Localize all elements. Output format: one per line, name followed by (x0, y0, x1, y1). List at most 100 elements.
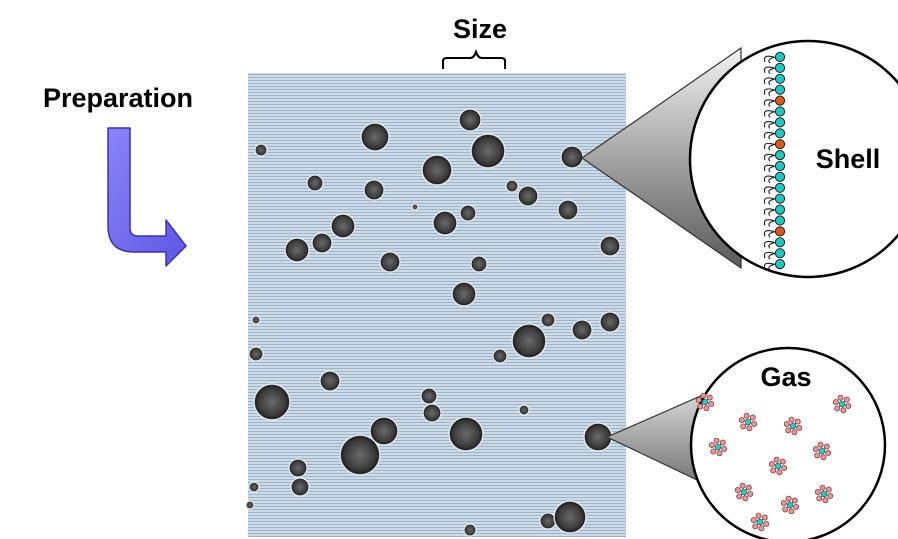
lipid-head (774, 160, 786, 172)
gas-atom-center (756, 518, 764, 526)
lipid-tail (763, 153, 777, 162)
lipid-tail (763, 110, 777, 118)
gas-inset: Gas (689, 346, 887, 539)
lipid-tail (763, 219, 777, 227)
gas-atom (743, 412, 750, 419)
lipid-head (774, 62, 786, 74)
gas-molecule (734, 482, 754, 502)
bubble (448, 416, 484, 452)
bubble (459, 204, 477, 222)
gas-label: Gas (760, 362, 811, 392)
bubble (470, 255, 488, 273)
bubble (553, 500, 587, 534)
lipid-head (774, 215, 786, 226)
gas-atom-center (740, 488, 748, 496)
gas-molecule (814, 484, 834, 504)
gas-molecule (780, 495, 800, 515)
bubble (492, 348, 508, 364)
bubble (540, 312, 556, 328)
bubble (379, 251, 401, 273)
bracket-icon (442, 48, 506, 69)
lipid-tail (763, 186, 777, 195)
gas-atom (734, 487, 741, 494)
bubble (369, 416, 399, 446)
gas-atom (796, 424, 803, 431)
bubble (306, 174, 324, 192)
gas-atom (785, 427, 792, 434)
lipid-tail (763, 66, 777, 75)
bubble (470, 133, 506, 169)
gas-atom (817, 441, 824, 448)
bubble (599, 235, 621, 257)
gas-atom (752, 523, 759, 530)
lipid-head (774, 106, 786, 117)
lipid-head (774, 237, 786, 248)
bubble (363, 179, 385, 201)
gas-atom (837, 394, 844, 401)
bubble (458, 108, 482, 132)
preparation-label: Preparation (43, 83, 193, 113)
bubble (518, 404, 530, 416)
lipid-tail (763, 99, 777, 107)
bubble (511, 323, 547, 359)
gas-molecule (768, 456, 788, 476)
gas-atom-center (744, 418, 752, 426)
gas-atom (695, 397, 702, 404)
gas-atom-center (774, 462, 782, 470)
bubble (330, 213, 356, 239)
lipid-tail (763, 121, 777, 129)
gas-atom (819, 484, 826, 491)
gas-atom (827, 492, 834, 499)
lipid-tail (763, 251, 777, 260)
gas-molecule (783, 416, 803, 436)
gas-atom (788, 508, 795, 515)
lipid-tail (763, 77, 777, 86)
lipid-head (774, 226, 786, 237)
gas-atom (700, 392, 707, 399)
gas-atom-center (789, 422, 797, 430)
gas-atom (791, 497, 798, 504)
gas-atom (834, 405, 841, 412)
lipid-monolayer (763, 51, 786, 271)
gas-atom (719, 439, 726, 446)
bubble (599, 311, 621, 333)
bubble (432, 210, 458, 236)
gas-atom (788, 416, 795, 423)
bubble (517, 185, 539, 207)
gas-atom-center (714, 443, 722, 451)
gas-atom (761, 514, 768, 521)
gas-molecule (750, 512, 770, 532)
gas-molecule (708, 437, 728, 457)
lipid-head (774, 171, 786, 182)
lipid-head (774, 117, 786, 128)
gas-atom (794, 418, 801, 425)
gas-atom (716, 450, 723, 457)
gas-atom (843, 396, 850, 403)
lipid-tail (763, 175, 777, 184)
gas-atom (740, 423, 747, 430)
gas-atom-center (701, 398, 709, 406)
gas-atom (736, 493, 743, 500)
gas-atom (742, 495, 749, 502)
gas-atom (832, 399, 839, 406)
lipid-head (774, 248, 786, 259)
lipid-head (774, 128, 786, 139)
lipid-tail (763, 55, 777, 64)
gas-atom (750, 517, 757, 524)
bubble (311, 232, 333, 254)
lipid-tail (763, 240, 777, 249)
lipid-head (774, 259, 786, 270)
bubble (251, 315, 261, 325)
size-label: Size (453, 14, 507, 44)
lipid-tail (763, 131, 777, 140)
gas-atom (845, 402, 852, 409)
gas-molecules (695, 392, 852, 532)
gas-atom (697, 403, 704, 410)
bubble (253, 383, 291, 421)
gas-atom (812, 446, 819, 453)
shell-inset: Shell (688, 39, 898, 279)
gas-atom-center (786, 501, 794, 509)
bubble-layer (245, 108, 621, 537)
lipid-tail (763, 262, 777, 271)
